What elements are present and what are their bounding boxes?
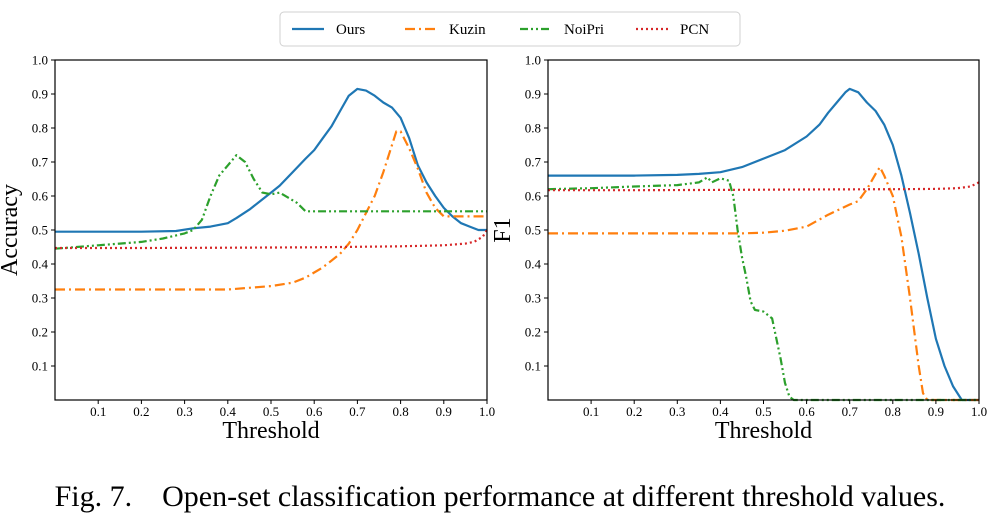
series-line-noipri (54, 154, 487, 250)
y-tick-label: 1.0 (525, 53, 541, 68)
chart-panel-1: 0.1 0.2 0.3 0.4 0.5 0.6 0.7 0.8 0.9 1.0 0.1 0.2 0.3 0… (0, 53, 495, 445)
legend-label-kuzin: Kuzin (449, 22, 486, 38)
series-line-ours (55, 87, 487, 233)
series-line-kuzin (548, 166, 979, 402)
y-tick-label: 0.2 (525, 325, 541, 340)
y-tick-label: 0.1 (32, 359, 48, 374)
y-tick-label: 0.3 (32, 291, 48, 306)
x-tick-label: 1.0 (971, 404, 987, 419)
y-tick-label: 0.1 (525, 359, 541, 374)
y-tick-label: 0.8 (525, 121, 541, 136)
x-tick-label: 1.0 (479, 404, 495, 419)
series-line-kuzin (55, 130, 487, 291)
series-line-noipri (547, 176, 979, 402)
series-line-ours (548, 87, 979, 402)
x-tick-label: 0.5 (755, 404, 771, 419)
x-tick-label: 0.2 (133, 404, 149, 419)
x-tick-label: 0.4 (220, 404, 237, 419)
caption-text: Open-set classification performance at d… (162, 480, 946, 513)
x-tick-label: 0.5 (263, 404, 279, 419)
x-tick-label: 0.4 (712, 404, 729, 419)
y-tick-label: 0.6 (32, 189, 49, 204)
x-tick-label: 0.3 (176, 404, 192, 419)
legend-box (279, 11, 741, 47)
y-tick-label: 0.4 (32, 257, 49, 272)
x-tick-label: 0.1 (90, 404, 106, 419)
x-tick-label: 0.6 (798, 404, 815, 419)
y-tick-label: 0.8 (32, 121, 48, 136)
y-tick-label: 0.5 (32, 223, 48, 238)
y-tick-label: 0.6 (525, 189, 542, 204)
y-tick-label: 0.3 (525, 291, 541, 306)
y-tick-label: 1.0 (32, 53, 48, 68)
x-tick-label: 0.8 (392, 404, 408, 419)
legend-label-noipri: NoiPri (564, 22, 604, 38)
y-tick-label: 0.7 (32, 155, 49, 170)
y-tick-label: 0.2 (32, 325, 48, 340)
legend-label-pcn: PCN (680, 22, 709, 38)
caption-number: Fig. 7. (54, 480, 133, 513)
legend: Ours Kuzin NoiPri PCN (279, 11, 741, 47)
figure-caption: Fig. 7. Open-set classification performan… (0, 480, 1000, 514)
x-tick-label: 0.7 (349, 404, 366, 419)
x-axis-label: Threshold (222, 418, 319, 444)
x-tick-label: 0.7 (842, 404, 859, 419)
y-tick-label: 0.4 (525, 257, 542, 272)
chart-panel-2: 0.1 0.2 0.3 0.4 0.5 0.6 0.7 0.8 0.9 1.0 0.1 0.2 0.3 0… (490, 53, 987, 445)
plot-frame (54, 59, 488, 401)
x-tick-label: 0.8 (885, 404, 901, 419)
x-axis-label: Threshold (715, 418, 812, 444)
y-tick-label: 0.7 (525, 155, 542, 170)
x-tick-label: 0.6 (306, 404, 323, 419)
x-tick-label: 0.2 (626, 404, 642, 419)
x-tick-label: 0.9 (436, 404, 452, 419)
y-tick-label: 0.5 (525, 223, 541, 238)
y-tick-label: 0.9 (525, 87, 541, 102)
legend-label-ours: Ours (336, 22, 365, 38)
x-tick-label: 0.3 (669, 404, 685, 419)
x-tick-label: 0.1 (583, 404, 599, 419)
x-tick-label: 0.9 (928, 404, 944, 419)
y-axis-label: Accuracy (0, 184, 23, 276)
y-tick-label: 0.9 (32, 87, 48, 102)
y-axis-label: F1 (490, 217, 516, 242)
